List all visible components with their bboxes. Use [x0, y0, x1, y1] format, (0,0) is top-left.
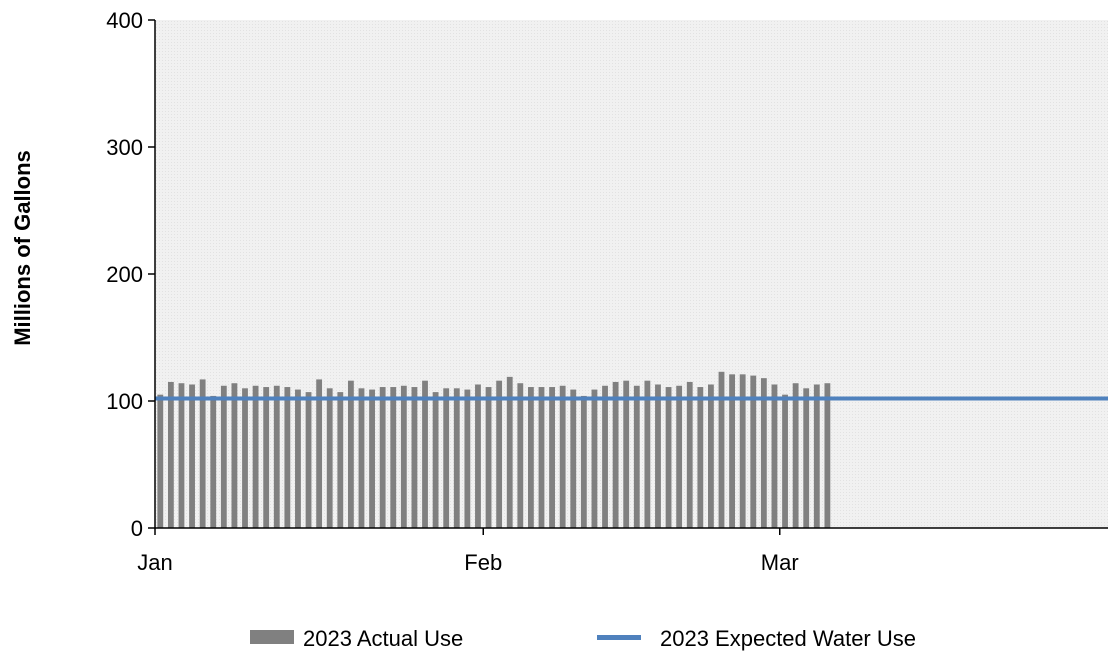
- bar-actual-use: [517, 383, 524, 528]
- bar-actual-use: [199, 379, 206, 528]
- legend-swatch-actual-use: [250, 630, 294, 644]
- bar-actual-use: [665, 387, 672, 528]
- bar-actual-use: [612, 381, 619, 528]
- legend-label-actual-use: 2023 Actual Use: [303, 626, 463, 651]
- bar-actual-use: [655, 384, 661, 528]
- bar-actual-use: [771, 384, 778, 528]
- bar-series-actual-use: [157, 371, 831, 528]
- bar-actual-use: [824, 383, 831, 528]
- bar-actual-use: [782, 394, 788, 528]
- bar-actual-use: [220, 385, 227, 528]
- bar-actual-use: [305, 392, 312, 528]
- bar-actual-use: [390, 387, 397, 528]
- tick-labels: 0 100 200 300 400 Jan Feb Mar: [106, 8, 798, 575]
- x-tick-label: Jan: [137, 550, 172, 575]
- bar-actual-use: [538, 387, 545, 528]
- bar-actual-use: [549, 387, 555, 528]
- bar-actual-use: [718, 371, 725, 528]
- bar-actual-use: [464, 389, 471, 528]
- bar-actual-use: [527, 387, 534, 528]
- bar-actual-use: [803, 388, 810, 528]
- bar-actual-use: [644, 380, 651, 528]
- axes: [148, 19, 1108, 535]
- bar-actual-use: [708, 384, 714, 528]
- bar-actual-use: [591, 389, 598, 528]
- y-axis-label: Millions of Gallons: [10, 150, 35, 346]
- legend: 2023 Actual Use 2023 Expected Water Use: [250, 626, 916, 651]
- bar-actual-use: [760, 378, 767, 528]
- bar-actual-use: [813, 384, 820, 528]
- bar-actual-use: [210, 395, 217, 528]
- bar-actual-use: [316, 379, 323, 528]
- bar-actual-use: [347, 380, 354, 528]
- bar-actual-use: [252, 385, 259, 528]
- bar-actual-use: [453, 388, 460, 528]
- x-tick-label: Feb: [464, 550, 502, 575]
- x-tick-label: Mar: [761, 550, 799, 575]
- bar-actual-use: [570, 389, 577, 528]
- legend-swatch-expected-use: [597, 635, 641, 640]
- bar-actual-use: [475, 384, 481, 528]
- bar-actual-use: [400, 385, 407, 528]
- plot-background: [155, 20, 1108, 528]
- bar-actual-use: [242, 388, 248, 528]
- bar-actual-use: [686, 381, 693, 528]
- bar-actual-use: [485, 387, 492, 528]
- bar-actual-use: [443, 388, 450, 528]
- y-tick-label: 100: [106, 389, 143, 414]
- bar-actual-use: [326, 388, 333, 528]
- bar-actual-use: [167, 381, 174, 528]
- bar-actual-use: [263, 387, 270, 528]
- bar-actual-use: [602, 385, 608, 528]
- bar-actual-use: [559, 385, 566, 528]
- bar-actual-use: [422, 380, 428, 528]
- bar-actual-use: [369, 389, 375, 528]
- bar-actual-use: [633, 385, 640, 528]
- bar-actual-use: [739, 374, 746, 528]
- y-tick-label: 400: [106, 8, 143, 33]
- bar-actual-use: [231, 383, 238, 528]
- bar-actual-use: [358, 388, 365, 528]
- bar-actual-use: [506, 376, 513, 528]
- bar-actual-use: [432, 392, 439, 528]
- bar-actual-use: [623, 380, 630, 528]
- bar-actual-use: [178, 383, 185, 528]
- bar-actual-use: [676, 385, 683, 528]
- bar-actual-use: [750, 375, 757, 528]
- bar-actual-use: [295, 389, 301, 528]
- y-tick-label: 200: [106, 262, 143, 287]
- bar-actual-use: [273, 385, 280, 528]
- bar-actual-use: [580, 395, 587, 528]
- bar-actual-use: [697, 387, 704, 528]
- bar-actual-use: [496, 380, 503, 528]
- bar-actual-use: [284, 387, 291, 528]
- bar-actual-use: [792, 383, 799, 528]
- y-tick-label: 0: [131, 516, 143, 541]
- bar-actual-use: [337, 392, 344, 528]
- bar-actual-use: [729, 374, 735, 528]
- bar-actual-use: [157, 394, 164, 528]
- bar-actual-use: [379, 387, 386, 528]
- bar-actual-use: [411, 387, 418, 528]
- y-tick-label: 300: [106, 135, 143, 160]
- bar-actual-use: [189, 384, 195, 528]
- legend-label-expected-use: 2023 Expected Water Use: [660, 626, 916, 651]
